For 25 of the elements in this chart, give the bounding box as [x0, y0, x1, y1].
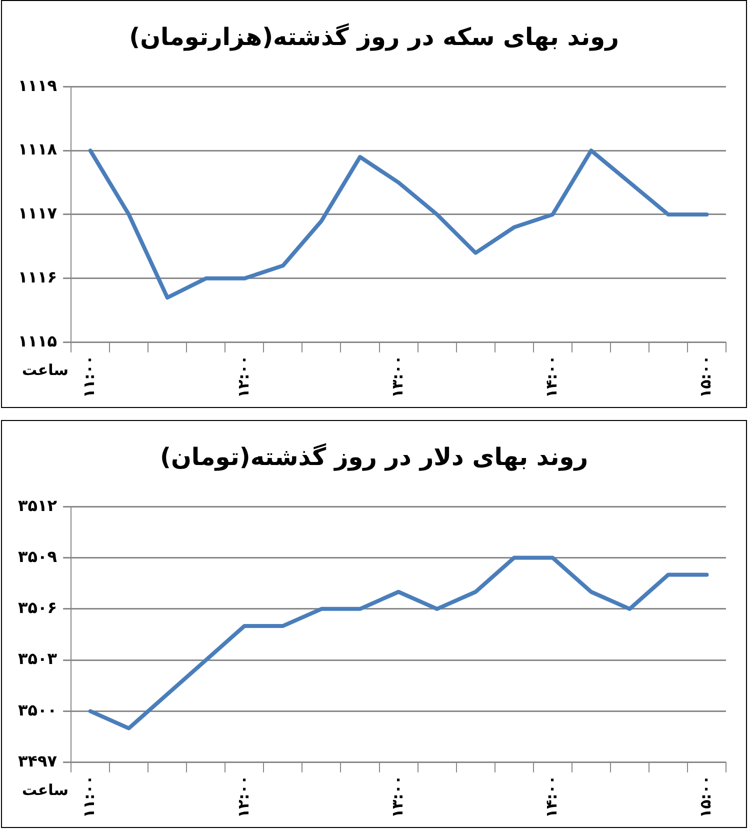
x-tick-label: ۱۱:۰۰	[80, 775, 98, 818]
x-tick-label: ۱۴:۰۰	[542, 355, 561, 398]
y-tick-label: ۱۱۱۹	[18, 76, 58, 95]
chart-title: روند بهای دلار در روز گذشته(تومان)	[158, 443, 590, 471]
x-tick-label: ۱۴:۰۰	[542, 775, 561, 818]
y-tick-label: ۳۴۹۷	[18, 752, 58, 771]
y-tick-label: ۳۵۰۹	[18, 546, 58, 566]
x-tick-label: ۱۵:۰۰	[696, 355, 715, 398]
y-tick-label: ۳۵۱۲	[18, 496, 58, 515]
y-tick-label: ۱۱۱۸	[18, 140, 58, 159]
x-tick-label: ۱۳:۰۰	[388, 355, 406, 398]
chart-title: روند بهای سکه در روز گذشته(هزارتومان)	[128, 23, 620, 51]
x-axis-title: ساعت	[22, 781, 69, 799]
x-tick-label: ۱۱:۰۰	[80, 355, 98, 398]
y-tick-label: ۳۵۰۳	[18, 649, 58, 668]
y-tick-label: ۱۱۱۷	[18, 204, 58, 223]
y-tick-label: ۱۱۱۵	[18, 332, 58, 351]
y-tick-label: ۳۵۰۰	[18, 700, 58, 720]
y-tick-label: ۳۵۰۶	[18, 598, 58, 618]
x-tick-label: ۱۵:۰۰	[696, 775, 715, 818]
x-tick-label: ۱۳:۰۰	[388, 775, 406, 818]
x-tick-label: ۱۲:۰۰	[234, 355, 252, 398]
x-axis-title: ساعت	[22, 361, 69, 379]
x-tick-label: ۱۲:۰۰	[234, 775, 252, 818]
y-tick-label: ۱۱۱۶	[18, 268, 58, 287]
